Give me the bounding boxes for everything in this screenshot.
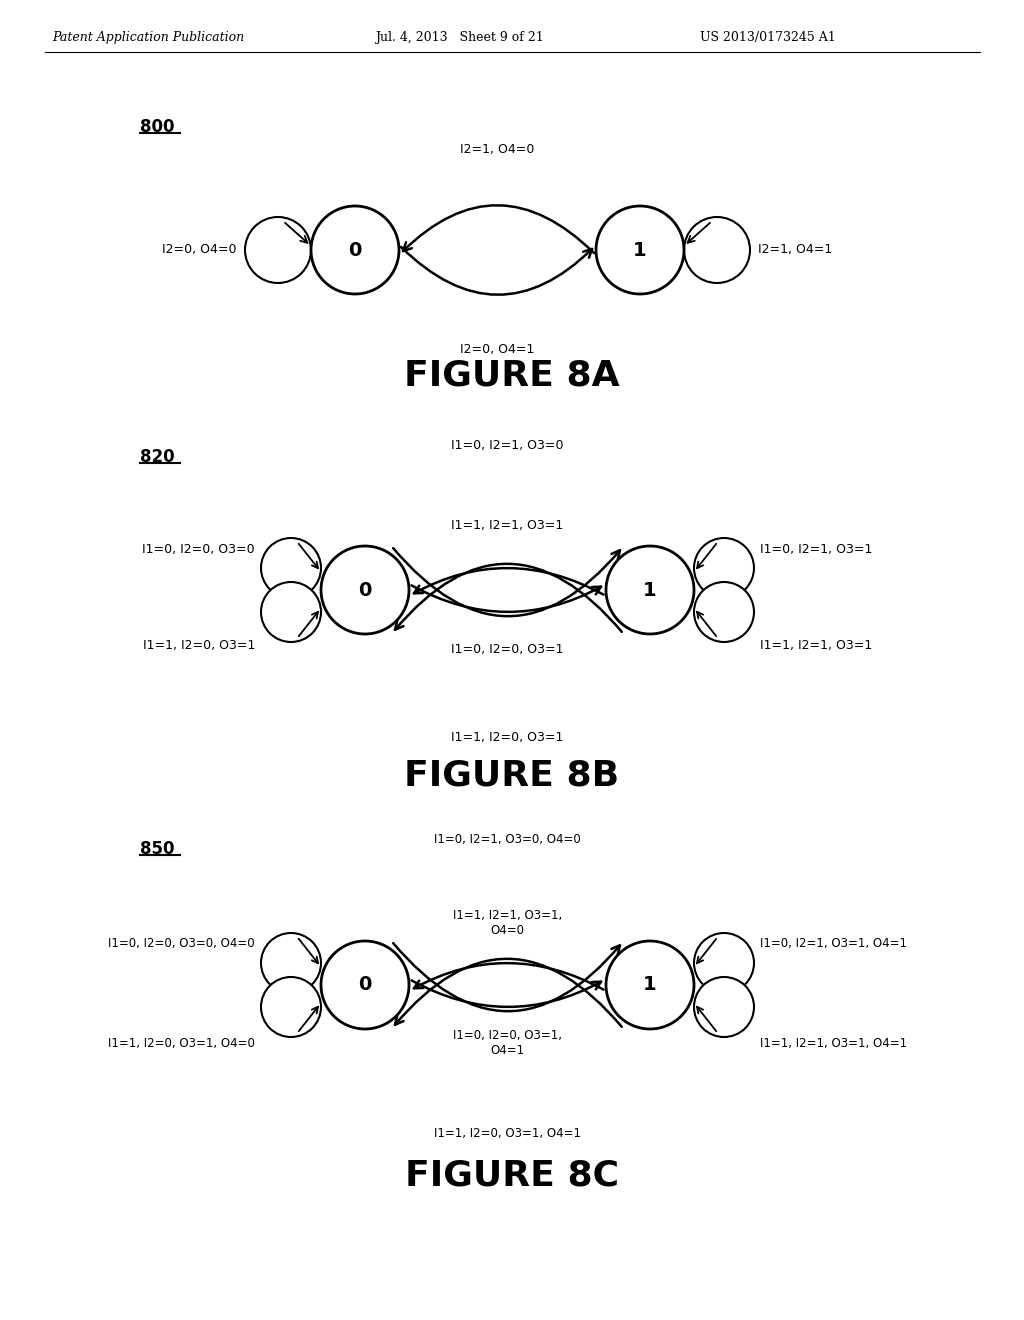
Text: I1=1, I2=0, O3=1, O4=1: I1=1, I2=0, O3=1, O4=1: [434, 1126, 581, 1139]
Text: 1: 1: [643, 975, 656, 994]
Text: I2=0, O4=0: I2=0, O4=0: [163, 243, 237, 256]
FancyArrowPatch shape: [393, 548, 620, 616]
Circle shape: [311, 206, 399, 294]
Text: I2=1, O4=0: I2=1, O4=0: [461, 144, 535, 157]
Text: US 2013/0173245 A1: US 2013/0173245 A1: [700, 32, 836, 45]
FancyArrowPatch shape: [395, 958, 622, 1027]
Text: 800: 800: [140, 117, 174, 136]
Circle shape: [596, 206, 684, 294]
Circle shape: [321, 941, 409, 1030]
FancyArrowPatch shape: [412, 981, 601, 1007]
Text: 0: 0: [358, 975, 372, 994]
Circle shape: [606, 941, 694, 1030]
FancyArrowPatch shape: [414, 964, 603, 990]
Text: I1=1, I2=1, O3=1,
O4=0: I1=1, I2=1, O3=1, O4=0: [453, 909, 562, 937]
Text: I1=0, I2=1, O3=0, O4=0: I1=0, I2=1, O3=0, O4=0: [434, 833, 581, 846]
FancyArrowPatch shape: [412, 585, 601, 612]
Text: I1=0, I2=1, O3=1: I1=0, I2=1, O3=1: [760, 544, 872, 557]
Text: I1=1, I2=0, O3=1, O4=0: I1=1, I2=0, O3=1, O4=0: [109, 1036, 255, 1049]
Text: 820: 820: [140, 447, 175, 466]
Circle shape: [694, 582, 754, 642]
Text: FIGURE 8B: FIGURE 8B: [404, 758, 620, 792]
Text: I1=0, I2=1, O3=0: I1=0, I2=1, O3=0: [452, 438, 564, 451]
Circle shape: [261, 582, 321, 642]
Text: FIGURE 8C: FIGURE 8C: [406, 1158, 618, 1192]
Circle shape: [694, 539, 754, 598]
Text: I2=1, O4=1: I2=1, O4=1: [758, 243, 833, 256]
Text: 0: 0: [348, 240, 361, 260]
FancyArrowPatch shape: [395, 564, 622, 632]
Circle shape: [261, 933, 321, 993]
Text: I1=1, I2=1, O3=1: I1=1, I2=1, O3=1: [452, 519, 563, 532]
Text: I1=0, I2=0, O3=0, O4=0: I1=0, I2=0, O3=0, O4=0: [109, 936, 255, 949]
Circle shape: [606, 546, 694, 634]
Text: I1=0, I2=0, O3=1: I1=0, I2=0, O3=1: [452, 644, 564, 656]
Circle shape: [245, 216, 311, 282]
Text: I1=1, I2=0, O3=1: I1=1, I2=0, O3=1: [452, 731, 563, 744]
Circle shape: [261, 539, 321, 598]
FancyArrowPatch shape: [393, 942, 620, 1011]
Text: I1=0, I2=1, O3=1, O4=1: I1=0, I2=1, O3=1, O4=1: [760, 936, 907, 949]
Circle shape: [694, 977, 754, 1038]
Text: Jul. 4, 2013   Sheet 9 of 21: Jul. 4, 2013 Sheet 9 of 21: [375, 32, 544, 45]
Text: 0: 0: [358, 581, 372, 599]
Text: 1: 1: [633, 240, 647, 260]
Circle shape: [261, 977, 321, 1038]
Circle shape: [684, 216, 750, 282]
Text: Patent Application Publication: Patent Application Publication: [52, 32, 244, 45]
FancyArrowPatch shape: [414, 568, 603, 594]
Text: I2=0, O4=1: I2=0, O4=1: [461, 343, 535, 356]
Text: 1: 1: [643, 581, 656, 599]
Text: I1=1, I2=1, O3=1, O4=1: I1=1, I2=1, O3=1, O4=1: [760, 1036, 907, 1049]
Text: I1=1, I2=1, O3=1: I1=1, I2=1, O3=1: [760, 639, 872, 652]
Text: I1=0, I2=0, O3=0: I1=0, I2=0, O3=0: [142, 544, 255, 557]
Text: I1=1, I2=0, O3=1: I1=1, I2=0, O3=1: [142, 639, 255, 652]
Text: I1=0, I2=0, O3=1,
O4=1: I1=0, I2=0, O3=1, O4=1: [453, 1030, 562, 1057]
Text: FIGURE 8A: FIGURE 8A: [404, 358, 620, 392]
FancyArrowPatch shape: [403, 205, 594, 253]
Text: 850: 850: [140, 840, 174, 858]
FancyArrowPatch shape: [401, 247, 592, 294]
Circle shape: [321, 546, 409, 634]
Circle shape: [694, 933, 754, 993]
